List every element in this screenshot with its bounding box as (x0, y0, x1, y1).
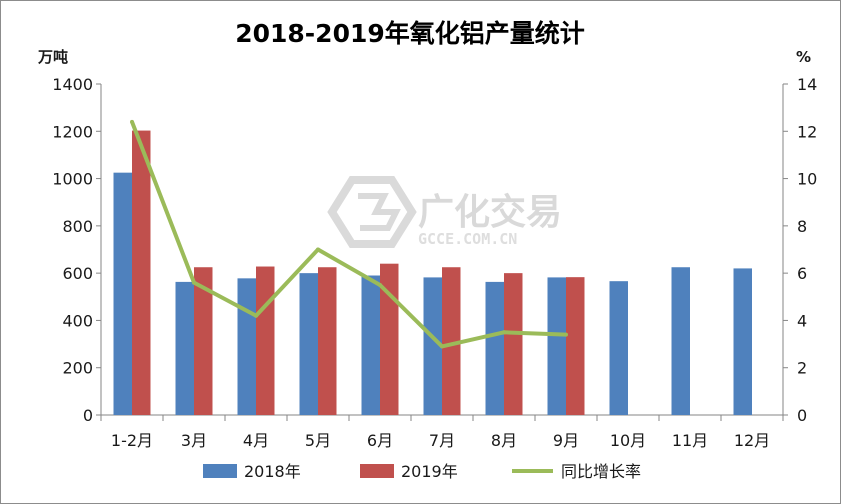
legend-swatch-2019 (360, 464, 394, 478)
legend-label-2018: 2018年 (244, 462, 301, 481)
bar-2019 (442, 267, 461, 415)
growth-rate-point (502, 330, 506, 335)
left-tick-label: 800 (62, 217, 93, 236)
x-tick-label: 3月 (181, 431, 207, 450)
bar-2019 (318, 267, 337, 415)
growth-rate-point (564, 332, 568, 337)
left-tick-label: 400 (62, 311, 93, 330)
right-tick-label: 12 (797, 122, 817, 141)
chart-title: 2018-2019年氧化铝产量统计 (235, 19, 585, 48)
bar-2018 (671, 267, 690, 415)
bar-2018 (113, 172, 132, 415)
bar-2019 (256, 266, 275, 415)
legend-swatch-2018 (203, 464, 237, 478)
x-tick-label: 12月 (734, 431, 770, 450)
right-tick-label: 14 (797, 75, 817, 94)
growth-rate-point (130, 119, 134, 124)
bar-2018 (733, 268, 752, 415)
legend-label-growth: 同比增长率 (561, 462, 641, 481)
right-tick-label: 2 (797, 359, 807, 378)
left-tick-label: 1000 (52, 170, 93, 189)
left-tick-label: 200 (62, 359, 93, 378)
bars (113, 130, 752, 416)
left-tick-label: 0 (83, 406, 93, 425)
left-tick-label: 1200 (52, 122, 93, 141)
watermark-logo: 广化交易 GCCE.COM.CN (327, 176, 562, 248)
bar-2018 (175, 281, 194, 415)
growth-rate-point (440, 344, 444, 349)
right-tick-label: 4 (797, 311, 807, 330)
left-axis-unit: 万吨 (37, 48, 68, 66)
bar-2018 (299, 273, 318, 415)
x-tick-label: 10月 (610, 431, 646, 450)
growth-rate-point (254, 313, 258, 318)
growth-rate-line (130, 121, 567, 349)
bar-2019 (566, 277, 585, 415)
legend: 2018年 2019年 同比增长率 (203, 462, 641, 481)
bar-2018 (423, 277, 442, 415)
axis-labels: 0 200 400 600 800 1000 1200 1400 0 2 4 6 8 10 12 14 1-2月… (52, 75, 817, 450)
growth-rate-point (378, 282, 382, 287)
x-tick-label: 5月 (305, 431, 331, 450)
x-tick-label: 9月 (553, 431, 579, 450)
watermark-text: 广化交易 (418, 191, 562, 233)
bar-2018 (609, 281, 628, 415)
x-tick-label: 6月 (367, 431, 393, 450)
bar-2018 (361, 275, 380, 415)
right-tick-label: 0 (797, 406, 807, 425)
growth-line (130, 119, 568, 349)
growth-rate-point (192, 280, 196, 285)
watermark-subtext: GCCE.COM.CN (418, 230, 517, 248)
bar-2019 (194, 267, 213, 415)
legend-label-2019: 2019年 (401, 462, 458, 481)
right-axis-unit: % (796, 48, 811, 66)
bar-2018 (547, 277, 566, 415)
bar-2019 (504, 273, 523, 415)
right-tick-label: 10 (797, 170, 817, 189)
x-tick-label: 11月 (672, 431, 708, 450)
right-tick-label: 8 (797, 217, 807, 236)
bar-2018 (485, 281, 504, 415)
x-tick-label: 8月 (491, 431, 517, 450)
left-tick-label: 600 (62, 264, 93, 283)
bar-2019 (132, 130, 151, 416)
growth-rate-point (316, 247, 320, 252)
left-tick-label: 1400 (52, 75, 93, 94)
x-tick-label: 7月 (429, 431, 455, 450)
bar-2018 (237, 278, 256, 415)
watermark-hexagon-icon (327, 176, 417, 248)
x-tick-label: 1-2月 (111, 431, 153, 450)
right-tick-label: 6 (797, 264, 807, 283)
x-tick-label: 4月 (243, 431, 269, 450)
